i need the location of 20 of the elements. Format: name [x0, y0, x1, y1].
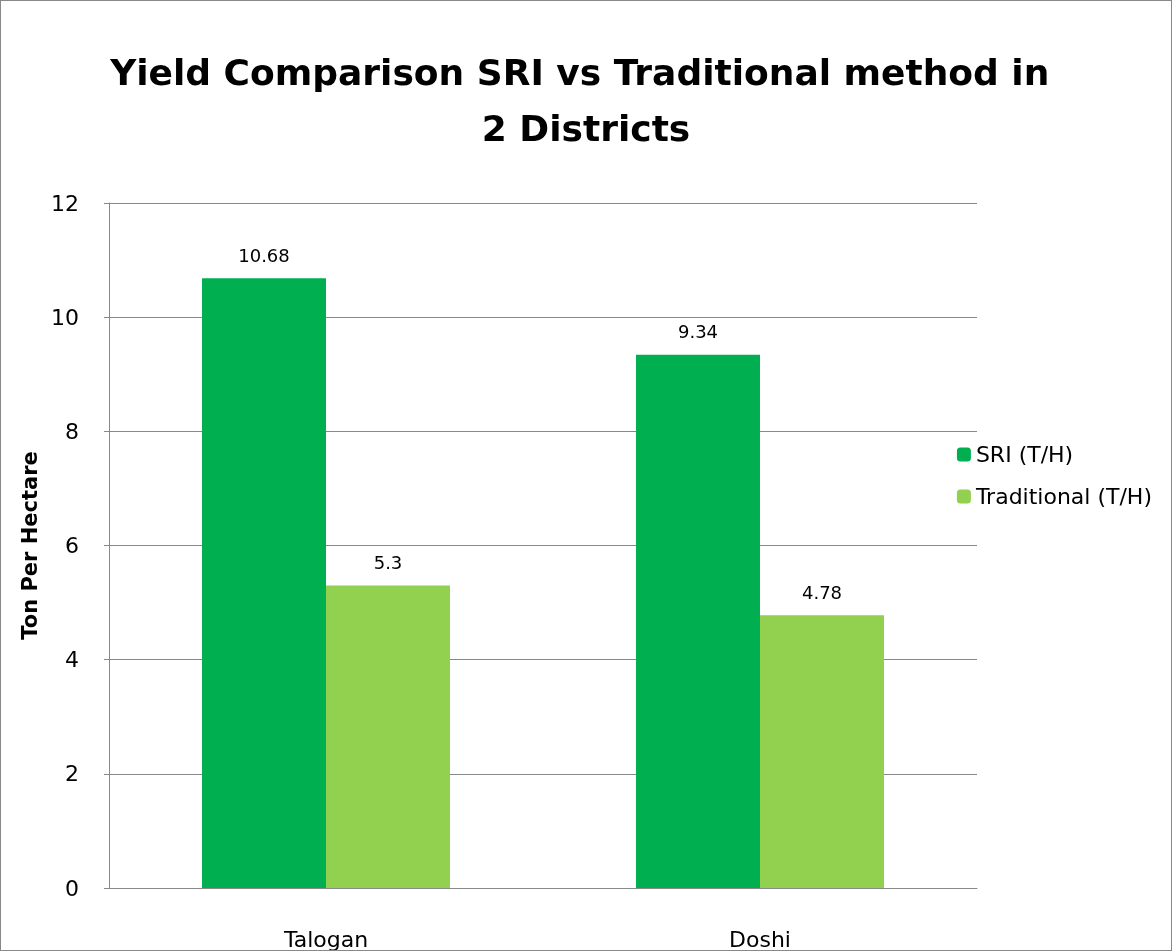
y-tick-label: 6	[65, 533, 79, 558]
y-axis-title: Ton Per Hectare	[17, 451, 42, 640]
y-tick-label: 8	[65, 418, 79, 444]
data-label: 10.68	[238, 244, 290, 266]
y-tick-label: 4	[65, 647, 79, 673]
bar	[202, 278, 326, 888]
legend-label: Traditional (T/H)	[974, 484, 1153, 509]
data-label: 5.3	[373, 551, 403, 573]
bar	[326, 585, 450, 888]
y-tick-label: 2	[65, 761, 79, 787]
data-label: 9.34	[677, 321, 719, 343]
legend-label: SRI (T/H)	[975, 442, 1074, 467]
data-label: 4.78	[801, 581, 843, 603]
y-tick-label: 12	[51, 190, 79, 216]
bar	[636, 354, 760, 888]
x-tick-label: Doshi	[729, 926, 791, 951]
y-tick-label: 0	[65, 875, 79, 901]
y-tick-label: 10	[51, 304, 79, 330]
chart-title: Yield Comparison SRI vs Traditional method in 2 Districts	[109, 51, 1062, 149]
bar	[760, 615, 884, 888]
